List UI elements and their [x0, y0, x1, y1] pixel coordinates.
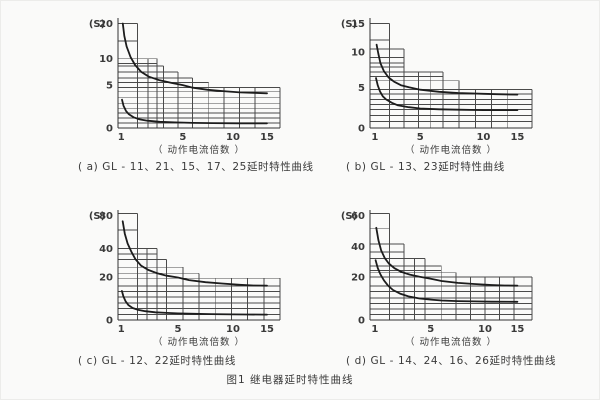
svg-text:0: 0 — [358, 124, 365, 135]
svg-text:10: 10 — [478, 324, 492, 335]
y-tick-labels: 0 5 10 20 — [99, 19, 113, 135]
axes — [117, 18, 280, 129]
chart-c-caption: ( c) GL - 12、22延时特性曲线 — [78, 355, 236, 367]
svg-text:10: 10 — [226, 324, 240, 335]
lower-limit-curve — [121, 290, 268, 316]
svg-text:40: 40 — [99, 244, 113, 255]
svg-text:5: 5 — [427, 324, 434, 335]
lower-limit-curve — [374, 259, 519, 303]
y-axis-unit-label: (S) — [89, 211, 105, 222]
y-axis-unit-label: (S) — [341, 211, 357, 222]
lower-limit-curve — [121, 98, 268, 125]
x-tick-labels: 1 5 10 15 — [371, 324, 524, 335]
x-tick-labels: 1 5 10 15 — [371, 132, 524, 143]
axes — [369, 210, 532, 321]
svg-text:10: 10 — [226, 132, 240, 143]
svg-text:15: 15 — [510, 132, 524, 143]
svg-text:5: 5 — [174, 324, 181, 335]
upper-limit-curve — [121, 220, 268, 287]
chart-d: 0 20 40 60 (S) 1 5 10 15 （ 动作电流倍数 ） — [336, 202, 566, 352]
svg-text:1: 1 — [118, 324, 125, 335]
upper-limit-curve — [121, 22, 268, 95]
chart-b-caption: ( b) GL - 13、23延时特性曲线 — [346, 161, 505, 173]
lower-limit-curve — [375, 77, 519, 111]
svg-text:5: 5 — [179, 132, 186, 143]
x-axis-label: （ 动作电流倍数 ） — [153, 336, 245, 348]
svg-text:80: 80 — [99, 211, 113, 222]
figure-caption: 图1 继电器延时特性曲线 — [226, 374, 354, 386]
grid-steps — [118, 23, 281, 128]
svg-text:1: 1 — [371, 324, 378, 335]
svg-text:20: 20 — [99, 19, 113, 30]
upper-limit-curve — [375, 43, 519, 96]
svg-text:40: 40 — [351, 242, 365, 253]
chart-b: 0 5 10 15 (S) 1 5 10 15 （ 动作电流倍数 ） — [336, 10, 566, 160]
svg-text:15: 15 — [260, 132, 274, 143]
chart-d-caption: ( d) GL - 14、24、16、26延时特性曲线 — [346, 355, 557, 367]
axes — [117, 210, 280, 321]
svg-text:15: 15 — [260, 324, 274, 335]
svg-text:0: 0 — [358, 316, 365, 327]
svg-text:60: 60 — [351, 211, 365, 222]
y-tick-labels: 0 5 10 15 — [351, 19, 365, 135]
svg-text:15: 15 — [510, 324, 524, 335]
grid-steps — [370, 23, 533, 128]
axes — [369, 18, 532, 129]
svg-text:5: 5 — [106, 81, 113, 92]
y-tick-labels: 0 20 40 60 — [351, 211, 365, 327]
x-tick-labels: 1 5 10 15 — [118, 132, 274, 143]
y-tick-labels: 0 20 40 80 — [99, 211, 113, 327]
svg-text:5: 5 — [358, 83, 365, 94]
svg-text:10: 10 — [476, 132, 490, 143]
svg-text:20: 20 — [351, 273, 365, 284]
x-tick-labels: 1 5 10 15 — [118, 324, 274, 335]
y-axis-unit-label: (S) — [89, 19, 105, 30]
svg-text:0: 0 — [106, 124, 113, 135]
svg-text:10: 10 — [99, 54, 113, 65]
grid-steps — [370, 212, 533, 320]
upper-limit-curve — [375, 226, 519, 287]
x-axis-label: （ 动作电流倍数 ） — [405, 144, 497, 156]
y-axis-unit-label: (S) — [341, 19, 357, 30]
svg-text:0: 0 — [106, 316, 113, 327]
x-axis-label: （ 动作电流倍数 ） — [153, 144, 245, 156]
x-axis-label: （ 动作电流倍数 ） — [405, 336, 497, 348]
svg-text:10: 10 — [351, 48, 365, 59]
chart-a-caption: ( a) GL - 11、21、15、17、25延时特性曲线 — [78, 161, 314, 173]
grid-steps — [118, 212, 281, 320]
svg-text:15: 15 — [351, 19, 365, 30]
chart-c: 0 20 40 80 (S) 1 5 10 15 （ 动作电流倍数 ） — [84, 202, 314, 352]
svg-text:20: 20 — [99, 273, 113, 284]
svg-text:5: 5 — [417, 132, 424, 143]
svg-text:1: 1 — [118, 132, 125, 143]
chart-a: 0 5 10 20 (S) 1 5 10 15 （ 动作电流倍数 ） — [84, 10, 314, 160]
svg-text:1: 1 — [371, 132, 378, 143]
